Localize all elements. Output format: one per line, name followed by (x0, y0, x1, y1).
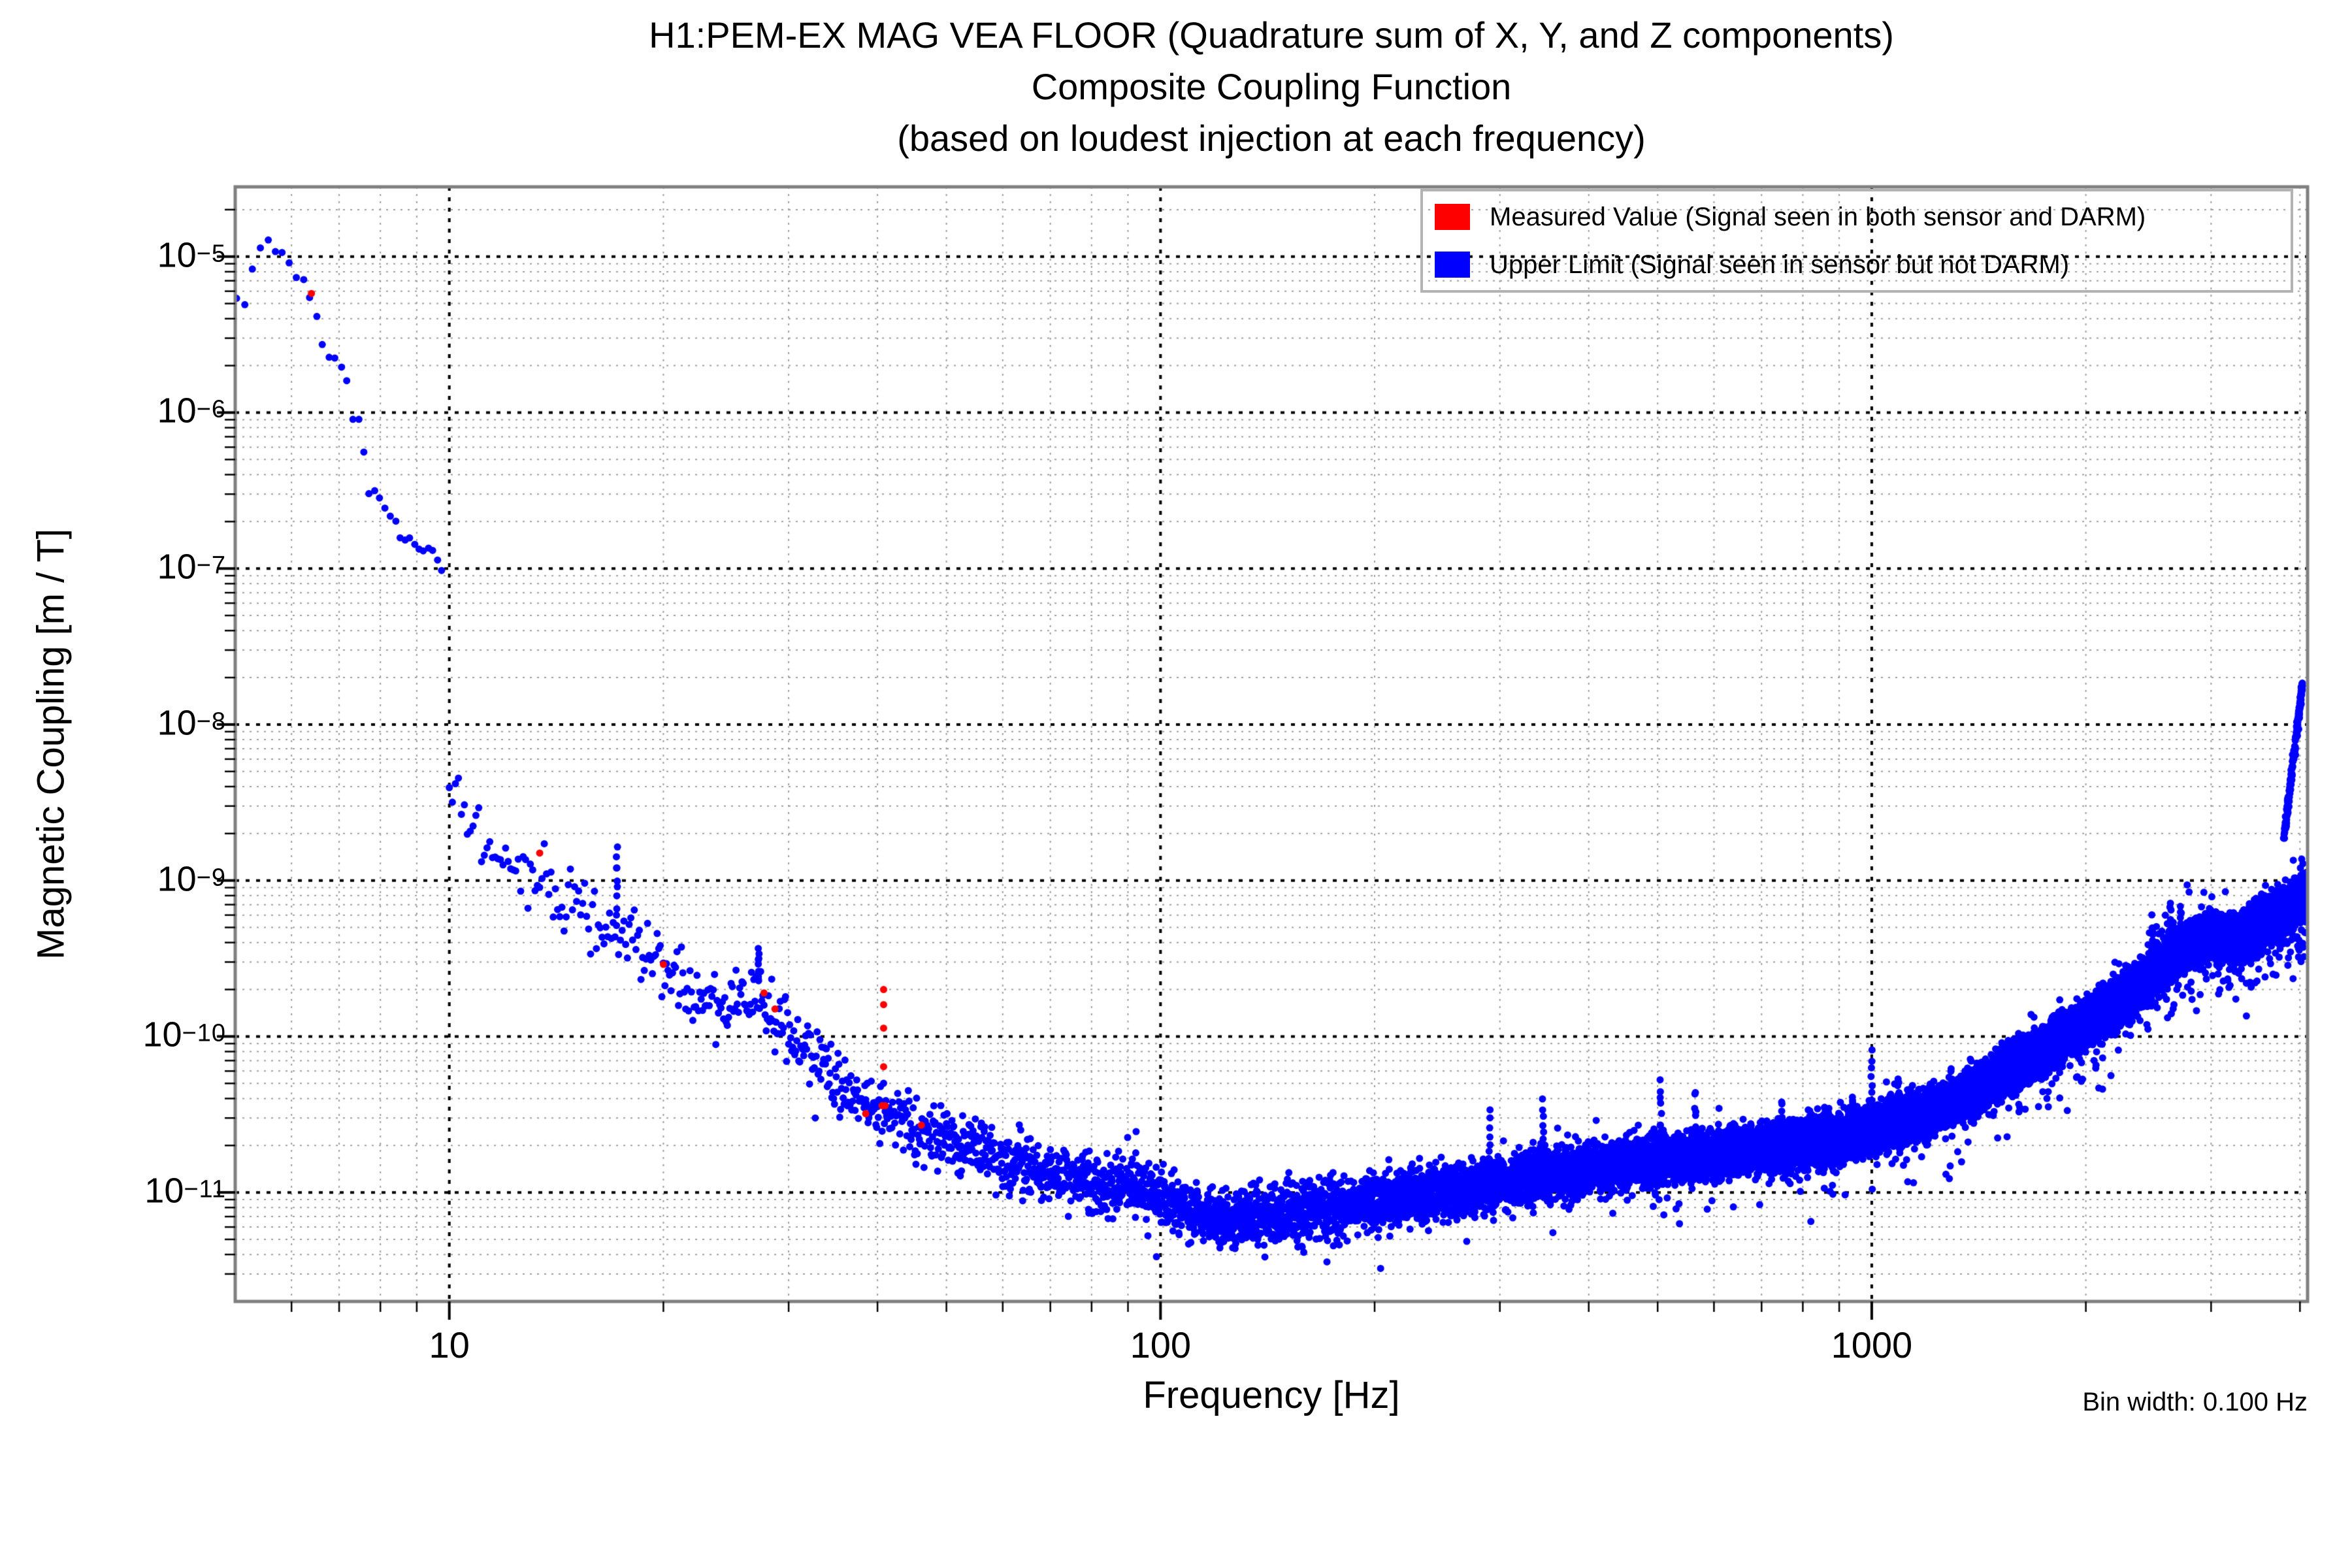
y-tick-label: 10−7 (157, 547, 226, 587)
legend: Measured Value (Signal seen in both sens… (1420, 189, 2293, 293)
legend-row-upper-limit: Upper Limit (Signal seen in sensor but n… (1435, 250, 2291, 280)
legend-row-measured: Measured Value (Signal seen in both sens… (1435, 203, 2291, 232)
legend-label-measured: Measured Value (Signal seen in both sens… (1490, 202, 2146, 231)
x-tick-label: 10 (429, 1324, 470, 1365)
y-tick-label: 10−11 (144, 1171, 226, 1211)
x-tick-label: 100 (1130, 1324, 1192, 1365)
legend-swatch-measured (1435, 204, 1470, 230)
chart-title-block: H1:PEM-EX MAG VEA FLOOR (Quadrature sum … (649, 9, 1894, 164)
bin-width-note: Bin width: 0.100 Hz (2082, 1388, 2308, 1416)
x-axis-label: Frequency [Hz] (1143, 1374, 1400, 1416)
chart-title-line-1: H1:PEM-EX MAG VEA FLOOR (Quadrature sum … (649, 14, 1894, 56)
chart-title-line-2: Composite Coupling Function (1031, 66, 1512, 107)
y-axis-label: Magnetic Coupling [m / T] (29, 529, 73, 960)
legend-swatch-upper-limit (1435, 252, 1470, 278)
chart-title-line-3: (based on loudest injection at each freq… (897, 118, 1646, 159)
x-tick-label: 1000 (1831, 1324, 1913, 1365)
y-tick-label: 10−6 (157, 391, 226, 431)
legend-label-upper-limit: Upper Limit (Signal seen in sensor but n… (1490, 250, 2070, 279)
y-tick-label: 10−9 (157, 859, 226, 899)
y-tick-label: 10−10 (142, 1015, 226, 1054)
y-tick-label: 10−5 (157, 235, 226, 275)
y-tick-label: 10−8 (157, 703, 226, 743)
